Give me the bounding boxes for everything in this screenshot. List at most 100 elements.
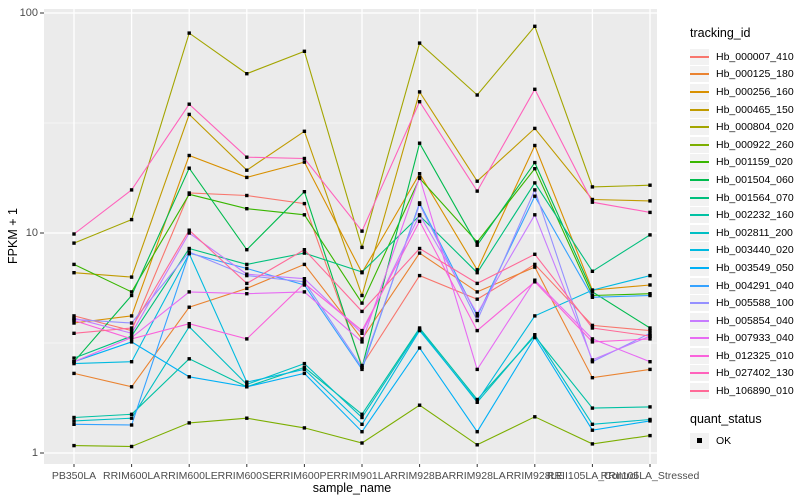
x-tick-label: RRIM600LA [102,470,161,482]
data-point [648,433,652,438]
data-point [590,428,595,432]
data-point [417,202,422,206]
legend-item: Hb_001564_070 [690,189,800,207]
data-point [533,252,537,256]
data-point [72,271,76,275]
data-point [475,240,479,244]
data-point [245,175,249,180]
data-point [648,210,652,215]
data-point [475,93,479,97]
legend-item-label: Hb_003440_020 [716,244,794,257]
legend-key-line [690,189,709,206]
data-point [417,219,422,223]
legend-key-line [690,277,709,294]
data-point [360,293,364,298]
legend-key-line [690,119,709,136]
data-point [129,314,134,318]
data-point [72,356,76,360]
legend-item-label: Hb_012325_010 [716,349,794,362]
data-point [590,406,595,410]
data-point [475,297,479,301]
legend-item: Hb_003549_050 [690,259,800,277]
data-point [245,337,249,341]
data-point [417,100,422,104]
data-point [533,213,537,217]
data-point [245,193,249,198]
quant-legend-item-label: OK [716,434,732,447]
data-point [129,416,134,420]
data-point [187,357,191,361]
data-point [648,233,652,237]
legend-item: Hb_000922_260 [690,136,800,154]
data-point [129,412,134,416]
data-point [533,160,537,165]
data-point [129,275,134,279]
data-point [533,335,537,340]
data-point [302,262,307,267]
data-point [590,185,595,189]
legend-key-line [690,383,709,400]
data-point [187,31,191,35]
legend-item: Hb_003440_020 [690,242,800,260]
data-point [245,385,249,389]
legend-item: Hb_000007_410 [690,48,800,66]
data-point [72,331,76,335]
data-point [72,314,76,318]
data-point [187,192,191,196]
data-point [590,323,595,328]
quant-legend-item: OK [690,432,800,450]
x-tick-label: PB350LA [51,470,97,482]
data-point [417,251,422,255]
data-point [648,419,652,423]
legend-key-line [690,330,709,347]
data-point [475,399,479,403]
data-point [187,246,191,251]
data-point [533,87,537,91]
legend-item-label: Hb_000125_180 [716,68,794,81]
data-point [360,441,364,445]
data-point [129,293,134,298]
data-point [648,292,652,296]
y-tick-label: 1 [31,446,38,459]
data-point [187,112,191,117]
data-point [648,331,652,335]
data-point [72,262,76,267]
data-point [129,385,134,389]
legend: tracking_id Hb_000007_410 Hb_000125_180 Hb… [690,26,800,449]
data-point [648,273,652,278]
data-point [533,415,537,419]
data-point [360,309,364,314]
data-point [648,293,652,298]
data-point [417,328,422,333]
legend-key-line [690,365,709,382]
data-point [245,272,249,276]
x-tick-label: RRII105LA_Stressed [600,470,700,482]
data-point [475,290,479,294]
data-point [533,333,537,337]
data-point [475,430,479,434]
data-point [533,262,537,267]
legend-item: Hb_000125_180 [690,66,800,84]
legend-item-label: Hb_001159_020 [716,156,793,169]
data-point [129,331,134,335]
data-point [417,273,422,278]
legend-key-line [690,295,709,312]
data-point [475,314,479,318]
data-point [245,248,249,252]
legend-key-line [690,207,709,224]
legend-key-line [690,136,709,153]
data-point [187,325,191,329]
data-point [245,262,249,267]
data-point [648,328,652,333]
legend-key-line [690,171,709,188]
x-tick-label: RRIM600LE [160,470,218,482]
legend-item: Hb_001159_020 [690,154,800,172]
data-point [245,266,249,271]
data-point [360,245,364,250]
legend-item-label: Hb_005588_100 [716,297,794,310]
data-point [360,415,364,420]
data-point [590,197,595,202]
data-point [72,443,76,448]
data-point [187,153,191,158]
